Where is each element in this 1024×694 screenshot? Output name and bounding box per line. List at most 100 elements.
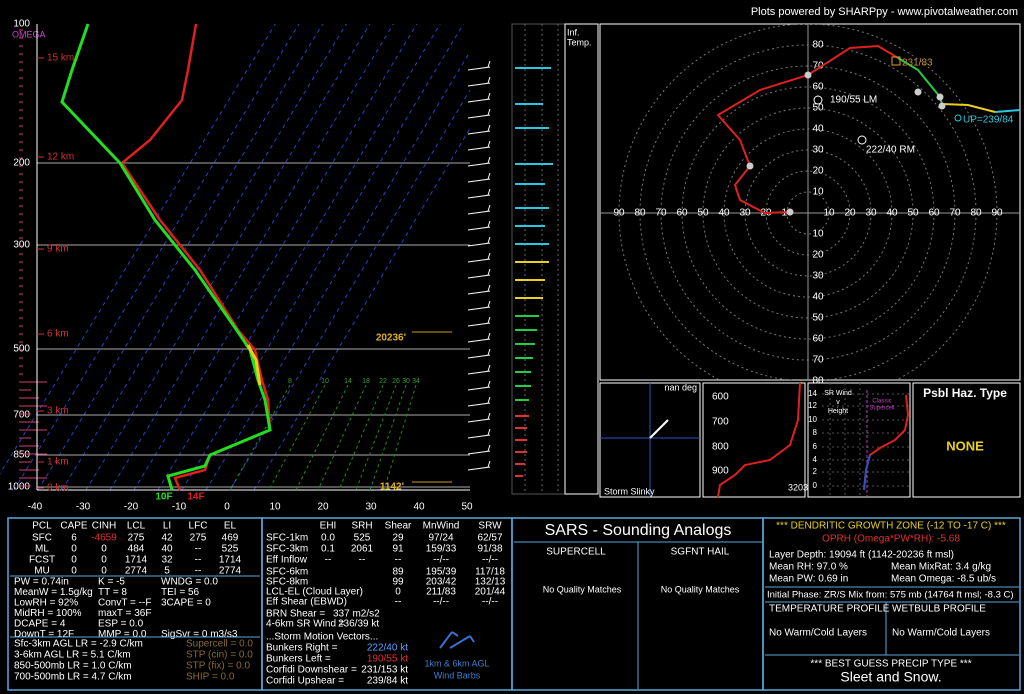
kinematics-header: SRW (478, 521, 502, 532)
wind-barb (487, 220, 491, 228)
hazard-value: NONE (946, 438, 984, 453)
height-label: 3 km (47, 406, 69, 417)
downshear-marker (891, 56, 901, 66)
hodograph-point (786, 208, 794, 216)
composite-index: SHIP = 0.0 (186, 672, 235, 683)
kinematics-cell: 89 (392, 567, 404, 578)
wind-barb (467, 82, 491, 87)
wind-barb (467, 354, 491, 359)
pressure-label: 300 (13, 240, 30, 251)
parcel-cell: MU (34, 566, 50, 577)
lapse-rate: 3-6km AGL LR = 5.1 C/km (14, 650, 131, 661)
sr-wind-height-label: 10 (808, 415, 817, 424)
barb-legend-icon (439, 631, 453, 649)
table-panel (762, 517, 1021, 691)
parcel-cell: 42 (161, 533, 173, 544)
lapse-rate: 700-500mb LR = 4.7 C/km (14, 672, 132, 683)
kinematics-cell: -- (359, 555, 366, 566)
kinematics-cell: 203/42 (426, 577, 457, 588)
kinematics-cell: --/-- (433, 555, 449, 566)
surface-temperature: 14F (187, 492, 204, 503)
kinematics-cell: -- (325, 555, 332, 566)
index-cell: DownT = 12F (14, 629, 74, 640)
barb-legend: Wind Barbs (434, 670, 481, 680)
kinematics-row-label: SFC-8km (266, 577, 308, 588)
composite-index: Supercell = 0.0 (186, 639, 253, 650)
sars-supercell-title: SUPERCELL (546, 547, 606, 558)
wind-barb (467, 466, 491, 471)
parcel-cell: 0 (101, 555, 107, 566)
sr-wind-height-label: 4 (813, 455, 818, 464)
index-cell: 3CAPE = 0 (161, 598, 211, 609)
wind-barb (487, 300, 491, 308)
pressure-label: 500 (13, 344, 30, 355)
barb-legend-icon (469, 635, 475, 643)
hodograph-y-label: 40 (812, 292, 824, 303)
composite-index: STP (cin) = 0.0 (186, 650, 253, 661)
storm-motion-value: 239/84 kt (367, 676, 408, 687)
height-label: 1 km (47, 457, 69, 468)
header-credit: Plots powered by SHARPpy - www.pivotalwe… (751, 6, 1018, 18)
theta-e-pressure-label: 700 (712, 417, 729, 428)
parcel-header: LFC (189, 521, 208, 532)
kinematics-header: SRH (351, 521, 372, 532)
pressure-label: 700 (13, 410, 30, 421)
skewt-mask (0, 490, 512, 520)
index-cell: MeanW = 1.5g/kg (14, 587, 93, 598)
pressure-label: 1000 (8, 482, 31, 493)
hodograph-x-label: 20 (844, 208, 856, 219)
hodograph-y-label: 60 (812, 334, 824, 345)
theta-e-pressure-label: 800 (712, 442, 729, 453)
index-cell: maxT = 36F (98, 608, 151, 619)
wind-barb (487, 172, 491, 180)
hodograph-x-label: 90 (613, 208, 625, 219)
kinematics-cell: -- (395, 597, 402, 608)
parcel-cell: 525 (222, 544, 239, 555)
wind-barb (467, 370, 491, 375)
sr-wind-profile (863, 454, 871, 491)
sr-wind-label: 4-6km SR Wind = (266, 619, 345, 630)
hazard-panel (912, 382, 1021, 498)
hodograph-x-label: 40 (886, 208, 898, 219)
dgz-title: *** DENDRITIC GROWTH ZONE (-12 TO -17 C)… (776, 521, 1006, 532)
hodograph-x-label: 40 (718, 208, 730, 219)
dgz-mean-rh: Mean RH: 97.0 % (769, 562, 848, 573)
kinematics-cell: 97/24 (428, 533, 453, 544)
sr-wind-height-label: 8 (813, 428, 818, 437)
wind-barb (467, 210, 491, 215)
precip-title: *** BEST GUESS PRECIP TYPE *** (810, 659, 971, 670)
kinematics-row-label: SFC-6km (266, 567, 308, 578)
mixing-ratio-line (229, 384, 291, 491)
brn-shear-label: BRN Shear = (266, 609, 325, 620)
hodograph-trace (716, 44, 899, 215)
wind-barb (467, 162, 491, 167)
kinematics-cell: 159/33 (426, 544, 457, 555)
kinematics-row-label: Eff Shear (EBWD) (266, 597, 347, 608)
wind-barb (487, 268, 491, 276)
hodograph-y-label: 20 (812, 250, 824, 261)
wind-barb (467, 226, 491, 231)
downshear-label: 231/83 (902, 58, 933, 69)
hodograph-x-label: 30 (865, 208, 877, 219)
index-cell: MMP = 0.0 (98, 629, 147, 640)
index-cell: MidRH = 100% (14, 608, 82, 619)
height-label: 15 km (47, 53, 74, 64)
hodograph-trace (897, 57, 943, 105)
mixing-ratio-label: 26 (392, 378, 400, 385)
sr-wind-height-label: 6 (813, 442, 818, 451)
parcel-cell: -- (195, 566, 202, 577)
parcel-cell: 2774 (219, 566, 242, 577)
parcel-header: PCL (32, 521, 52, 532)
wind-barb (487, 396, 491, 404)
temperature-label: 40 (413, 502, 425, 513)
wind-barb (487, 444, 491, 452)
temperature-label: -30 (76, 502, 91, 513)
storm-motion-title: ...Storm Motion Vectors... (266, 632, 378, 643)
mixing-ratio-line (338, 384, 384, 491)
sr-wind-title: Height (828, 408, 848, 415)
hodograph-x-label: 30 (739, 208, 751, 219)
wind-barb (467, 258, 491, 263)
dgz-mean-pw: Mean PW: 0.69 in (769, 574, 848, 585)
sr-wind-height-label: 0 (813, 481, 818, 490)
